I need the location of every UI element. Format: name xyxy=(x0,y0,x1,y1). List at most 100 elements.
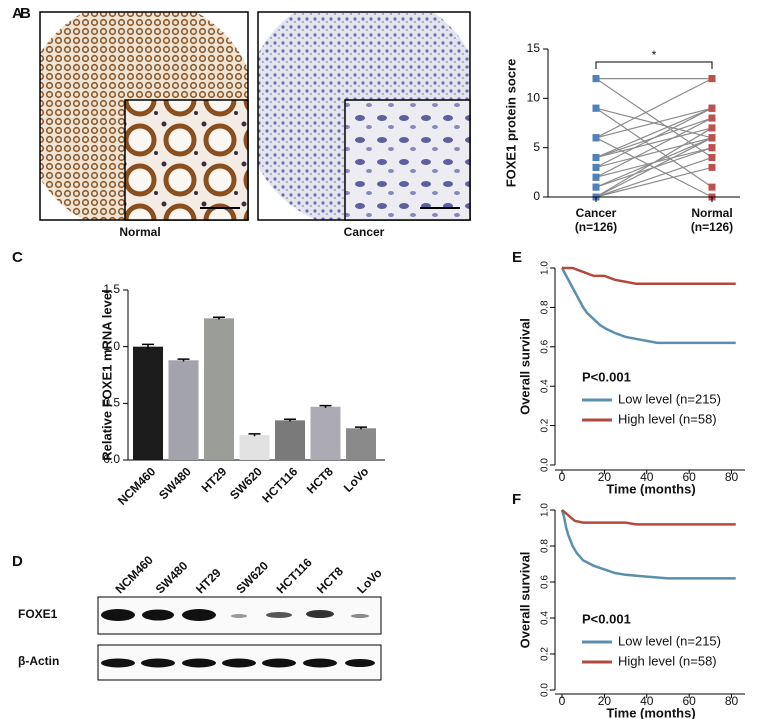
panel-letter: F xyxy=(512,491,521,508)
point xyxy=(708,114,716,122)
panel-letter: D xyxy=(12,553,23,570)
x-tick-note: (n=126) xyxy=(691,220,733,234)
y-tick-label: 0.0 xyxy=(540,458,551,472)
point xyxy=(708,75,716,83)
y-tick-label: 0.2 xyxy=(540,418,551,432)
point xyxy=(708,134,716,142)
pair-line xyxy=(595,156,713,198)
y-tick-label: 0.2 xyxy=(540,647,551,661)
legend-label: High level (n=58) xyxy=(618,411,717,426)
pair-line xyxy=(595,78,713,139)
point xyxy=(592,173,600,181)
error-bar xyxy=(248,433,261,437)
lane-label: LoVo xyxy=(354,566,384,596)
lane-label: HCT116 xyxy=(274,555,315,596)
bar xyxy=(133,346,163,460)
pair-line xyxy=(595,107,713,168)
x-tick-label: 80 xyxy=(725,694,739,708)
x-tick-label: HCT8 xyxy=(304,464,336,496)
y-tick-label: 1.5 xyxy=(103,282,120,296)
lane-label: HCT8 xyxy=(314,564,346,596)
x-tick-label: NCM460 xyxy=(115,464,159,508)
y-tick-label: 0.5 xyxy=(103,396,120,410)
row-label: β-Actin xyxy=(18,654,59,668)
panel-letter: B xyxy=(20,5,31,22)
y-axis-label: Overall survival xyxy=(517,552,532,649)
legend-label: Low level (n=215) xyxy=(618,391,721,406)
panel-letter: C xyxy=(12,249,23,266)
y-tick-label: 0.0 xyxy=(540,683,551,697)
x-axis-label: Time (months) xyxy=(606,705,695,719)
image-label: Normal xyxy=(119,225,160,239)
annotation: * xyxy=(652,48,657,62)
x-tick-label: SW480 xyxy=(156,464,194,502)
pair-line xyxy=(595,107,713,159)
pair-line xyxy=(595,137,713,198)
row-label: FOXE1 xyxy=(18,607,58,621)
x-tick-label: LoVo xyxy=(341,464,371,494)
x-tick-label: 0 xyxy=(559,694,566,708)
error-bar xyxy=(142,343,154,349)
y-tick-label: 1.0 xyxy=(103,339,120,353)
point xyxy=(708,154,716,162)
x-tick-label: 0 xyxy=(559,470,566,484)
y-tick-label: 1.0 xyxy=(540,503,551,517)
x-tick-label: Normal xyxy=(691,206,732,220)
pair-line xyxy=(595,78,713,159)
y-tick-label: 0.8 xyxy=(540,539,551,553)
inset xyxy=(344,99,471,221)
x-tick-label: Cancer xyxy=(576,206,617,220)
point xyxy=(708,163,716,171)
annotation: P<0.001 xyxy=(582,611,631,626)
y-tick-label: 10 xyxy=(527,91,541,105)
image-label: Cancer xyxy=(344,225,385,239)
pair-line xyxy=(595,107,713,139)
legend-label: High level (n=58) xyxy=(618,653,717,668)
bar xyxy=(346,428,376,460)
pair-line xyxy=(595,127,713,159)
bar xyxy=(275,420,305,460)
point xyxy=(592,183,600,191)
x-tick-label: 40 xyxy=(640,470,654,484)
y-tick-label: 0.6 xyxy=(540,339,551,353)
survival-line xyxy=(561,509,736,526)
point xyxy=(592,75,600,83)
survival-line xyxy=(560,509,736,580)
error-bar xyxy=(284,418,296,422)
panel-letter: E xyxy=(512,249,522,266)
error-bar xyxy=(355,426,367,430)
inset xyxy=(124,99,249,221)
point xyxy=(592,154,600,162)
x-tick-label: 60 xyxy=(682,470,696,484)
y-axis-label: Overall survival xyxy=(517,318,532,415)
lane-label: HT29 xyxy=(193,565,224,596)
point xyxy=(708,104,716,112)
lane-label: NCM460 xyxy=(112,553,156,597)
bar xyxy=(239,435,270,460)
error-bar xyxy=(213,316,225,320)
legend-label: Low level (n=215) xyxy=(618,633,721,648)
pair-line xyxy=(595,166,713,198)
pair-line xyxy=(595,117,713,178)
point xyxy=(708,144,716,152)
lane-label: SW620 xyxy=(233,558,271,596)
point xyxy=(592,104,600,112)
x-tick-note: (n=126) xyxy=(575,220,617,234)
x-tick-label: 20 xyxy=(598,694,612,708)
x-tick-label: 80 xyxy=(725,470,739,484)
y-tick-label: 15 xyxy=(527,41,541,55)
point xyxy=(592,134,600,142)
pair-line xyxy=(595,127,713,198)
error-bar xyxy=(177,358,190,362)
x-tick-label: HT29 xyxy=(199,464,230,495)
y-axis-label: Relative FOXE1 mRNA level xyxy=(99,289,114,460)
x-tick-label: 40 xyxy=(640,694,654,708)
y-tick-label: 5 xyxy=(533,140,540,154)
bar xyxy=(310,406,341,460)
y-tick-label: 0.0 xyxy=(103,452,120,466)
survival-line xyxy=(560,267,736,345)
bar xyxy=(168,360,199,460)
error-bar xyxy=(319,404,332,408)
panel-letter: A xyxy=(12,5,23,22)
